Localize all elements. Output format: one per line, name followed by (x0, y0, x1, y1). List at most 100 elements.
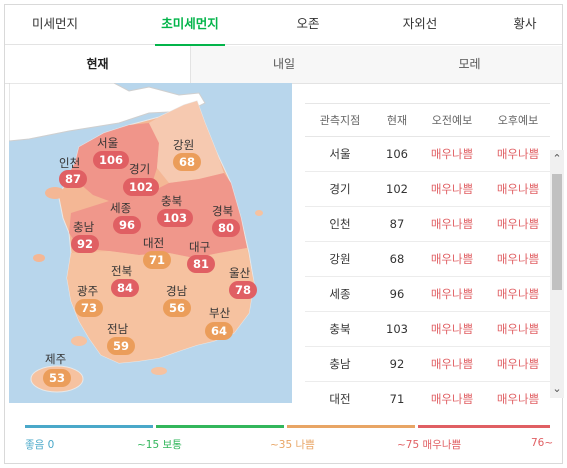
chevron-up-icon[interactable]: ⌃ (552, 152, 562, 165)
island-sw-1 (33, 254, 45, 262)
region-label-gangwon: 강원 (173, 138, 195, 152)
station-name: 경기 (329, 182, 351, 196)
table-row[interactable]: 서울 106 매우나쁨 매우나쁨 (305, 137, 550, 172)
region-badge-chungbuk[interactable]: 103 (157, 209, 194, 227)
current-value: 68 (389, 252, 405, 266)
tab-yellow-dust[interactable]: 황사 (513, 16, 537, 31)
am-forecast: 매우나쁨 (430, 252, 474, 266)
station-name: 충남 (329, 357, 351, 371)
legend-label-very-bad: ~75 매우나쁨 (397, 439, 462, 451)
region-badge-gangwon[interactable]: 68 (173, 153, 202, 171)
island-west (45, 187, 65, 199)
legend-label-max: 76~ (531, 437, 554, 449)
region-badge-jeonnam[interactable]: 59 (107, 337, 136, 355)
pm-forecast: 매우나쁨 (496, 357, 540, 371)
current-value: 102 (386, 182, 408, 196)
region-label-gwangju: 광주 (77, 284, 99, 298)
legend-segment-bad (287, 425, 415, 428)
current-value: 103 (386, 322, 408, 336)
chevron-down-icon[interactable]: ⌄ (552, 382, 562, 395)
region-badge-gyeongbuk[interactable]: 80 (212, 219, 241, 237)
table-row[interactable]: 대전 71 매우나쁨 매우나쁨 (305, 382, 550, 405)
table-row[interactable]: 강원 68 매우나쁨 매우나쁨 (305, 242, 550, 277)
korea-map: 서울 106 인천 87 경기 102 강원 68 세종 96 충북 103 경… (9, 83, 292, 403)
gangwon-area (149, 101, 224, 183)
tab-tomorrow[interactable]: 내일 (272, 57, 296, 71)
tab-day-after-tomorrow[interactable]: 모레 (458, 57, 481, 71)
tab-today[interactable]: 현재 (5, 46, 191, 83)
region-badge-chungnam[interactable]: 92 (71, 235, 100, 253)
region-label-sejong: 세종 (110, 201, 132, 215)
station-name: 충북 (329, 322, 351, 336)
pm-forecast: 매우나쁨 (496, 182, 540, 196)
table-row[interactable]: 충남 92 매우나쁨 매우나쁨 (305, 347, 550, 382)
header-pm-forecast: 오후예보 (497, 114, 539, 127)
region-badge-jeonbuk[interactable]: 84 (111, 279, 140, 297)
region-badge-gyeonggi[interactable]: 102 (123, 178, 160, 196)
station-table: 관측지점 현재 오전예보 오후예보 서울 106 매우나쁨 매우나쁨 경기 102 매우나쁨… (305, 103, 563, 405)
island-south (151, 367, 167, 375)
region-badge-daegu[interactable]: 81 (187, 255, 216, 273)
region-badge-ulsan[interactable]: 78 (229, 281, 258, 299)
tab-uv[interactable]: 자외선 (402, 16, 438, 31)
tab-ultrafine-dust[interactable]: 초미세먼지 (155, 5, 225, 46)
table-row[interactable]: 인천 87 매우나쁨 매우나쁨 (305, 207, 550, 242)
current-value: 96 (389, 287, 405, 301)
region-label-busan: 부산 (209, 306, 231, 320)
region-badge-sejong[interactable]: 96 (113, 216, 142, 234)
region-badge-busan[interactable]: 64 (205, 322, 234, 340)
am-forecast: 매우나쁨 (430, 147, 474, 161)
region-label-ulsan: 울산 (229, 266, 251, 280)
header-am-forecast: 오전예보 (431, 114, 473, 127)
region-badge-gwangju[interactable]: 73 (75, 299, 104, 317)
legend-segment-good (25, 425, 153, 428)
am-forecast: 매우나쁨 (430, 392, 474, 405)
region-label-jeju: 제주 (45, 352, 67, 366)
region-label-gyeongnam: 경남 (166, 284, 188, 298)
region-label-chungnam: 충남 (73, 220, 95, 234)
station-name: 인천 (329, 217, 351, 231)
am-forecast: 매우나쁨 (430, 287, 474, 301)
current-value: 106 (386, 147, 408, 161)
scroll-thumb[interactable] (552, 174, 562, 290)
legend-label-good: 좋음 0 (25, 439, 55, 451)
header-current: 현재 (386, 114, 408, 127)
station-name: 서울 (329, 147, 351, 161)
region-label-daejeon: 대전 (143, 236, 165, 250)
tab-ozone[interactable]: 오존 (296, 16, 320, 31)
region-label-gyeonggi: 경기 (129, 162, 151, 176)
pm-forecast: 매우나쁨 (496, 322, 540, 336)
current-value: 87 (389, 217, 405, 231)
tab-fine-dust[interactable]: 미세먼지 (31, 16, 78, 31)
region-badge-seoul[interactable]: 106 (93, 151, 130, 169)
am-forecast: 매우나쁨 (430, 357, 474, 371)
region-label-incheon: 인천 (59, 156, 81, 170)
day-tabs: 현재 내일 모레 (5, 46, 562, 84)
table-row[interactable]: 충북 103 매우나쁨 매우나쁨 (305, 312, 550, 347)
station-name: 세종 (329, 287, 351, 301)
legend-label-normal: ~15 보통 (137, 439, 182, 451)
station-name: 강원 (329, 252, 351, 266)
region-badge-gyeongnam[interactable]: 56 (163, 299, 192, 317)
region-badge-daejeon[interactable]: 71 (143, 251, 172, 269)
pm-forecast: 매우나쁨 (496, 287, 540, 301)
region-badge-incheon[interactable]: 87 (59, 170, 88, 188)
legend-label-bad: ~35 나쁨 (270, 439, 315, 451)
pm-forecast: 매우나쁨 (496, 392, 540, 405)
region-label-jeonnam: 전남 (107, 322, 129, 336)
am-forecast: 매우나쁨 (430, 182, 474, 196)
region-label-chungbuk: 충북 (161, 194, 183, 208)
pm-forecast: 매우나쁨 (496, 252, 540, 266)
legend-segment-normal (156, 425, 284, 428)
pm-forecast: 매우나쁨 (496, 217, 540, 231)
table-header: 관측지점 현재 오전예보 오후예보 (305, 103, 550, 137)
table-scrollbar[interactable]: ⌃ ⌄ (550, 150, 564, 398)
pollutant-tabs: 미세먼지 초미세먼지 오존 자외선 황사 (5, 5, 562, 46)
table-row[interactable]: 경기 102 매우나쁨 매우나쁨 (305, 172, 550, 207)
region-label-seoul: 서울 (97, 136, 119, 150)
region-badge-jeju[interactable]: 53 (43, 369, 72, 387)
am-forecast: 매우나쁨 (430, 322, 474, 336)
region-label-jeonbuk: 전북 (111, 264, 133, 278)
table-row[interactable]: 세종 96 매우나쁨 매우나쁨 (305, 277, 550, 312)
pm-level-legend: 좋음 0 ~15 보통 ~35 나쁨 ~75 매우나쁨 76~ (25, 425, 554, 455)
